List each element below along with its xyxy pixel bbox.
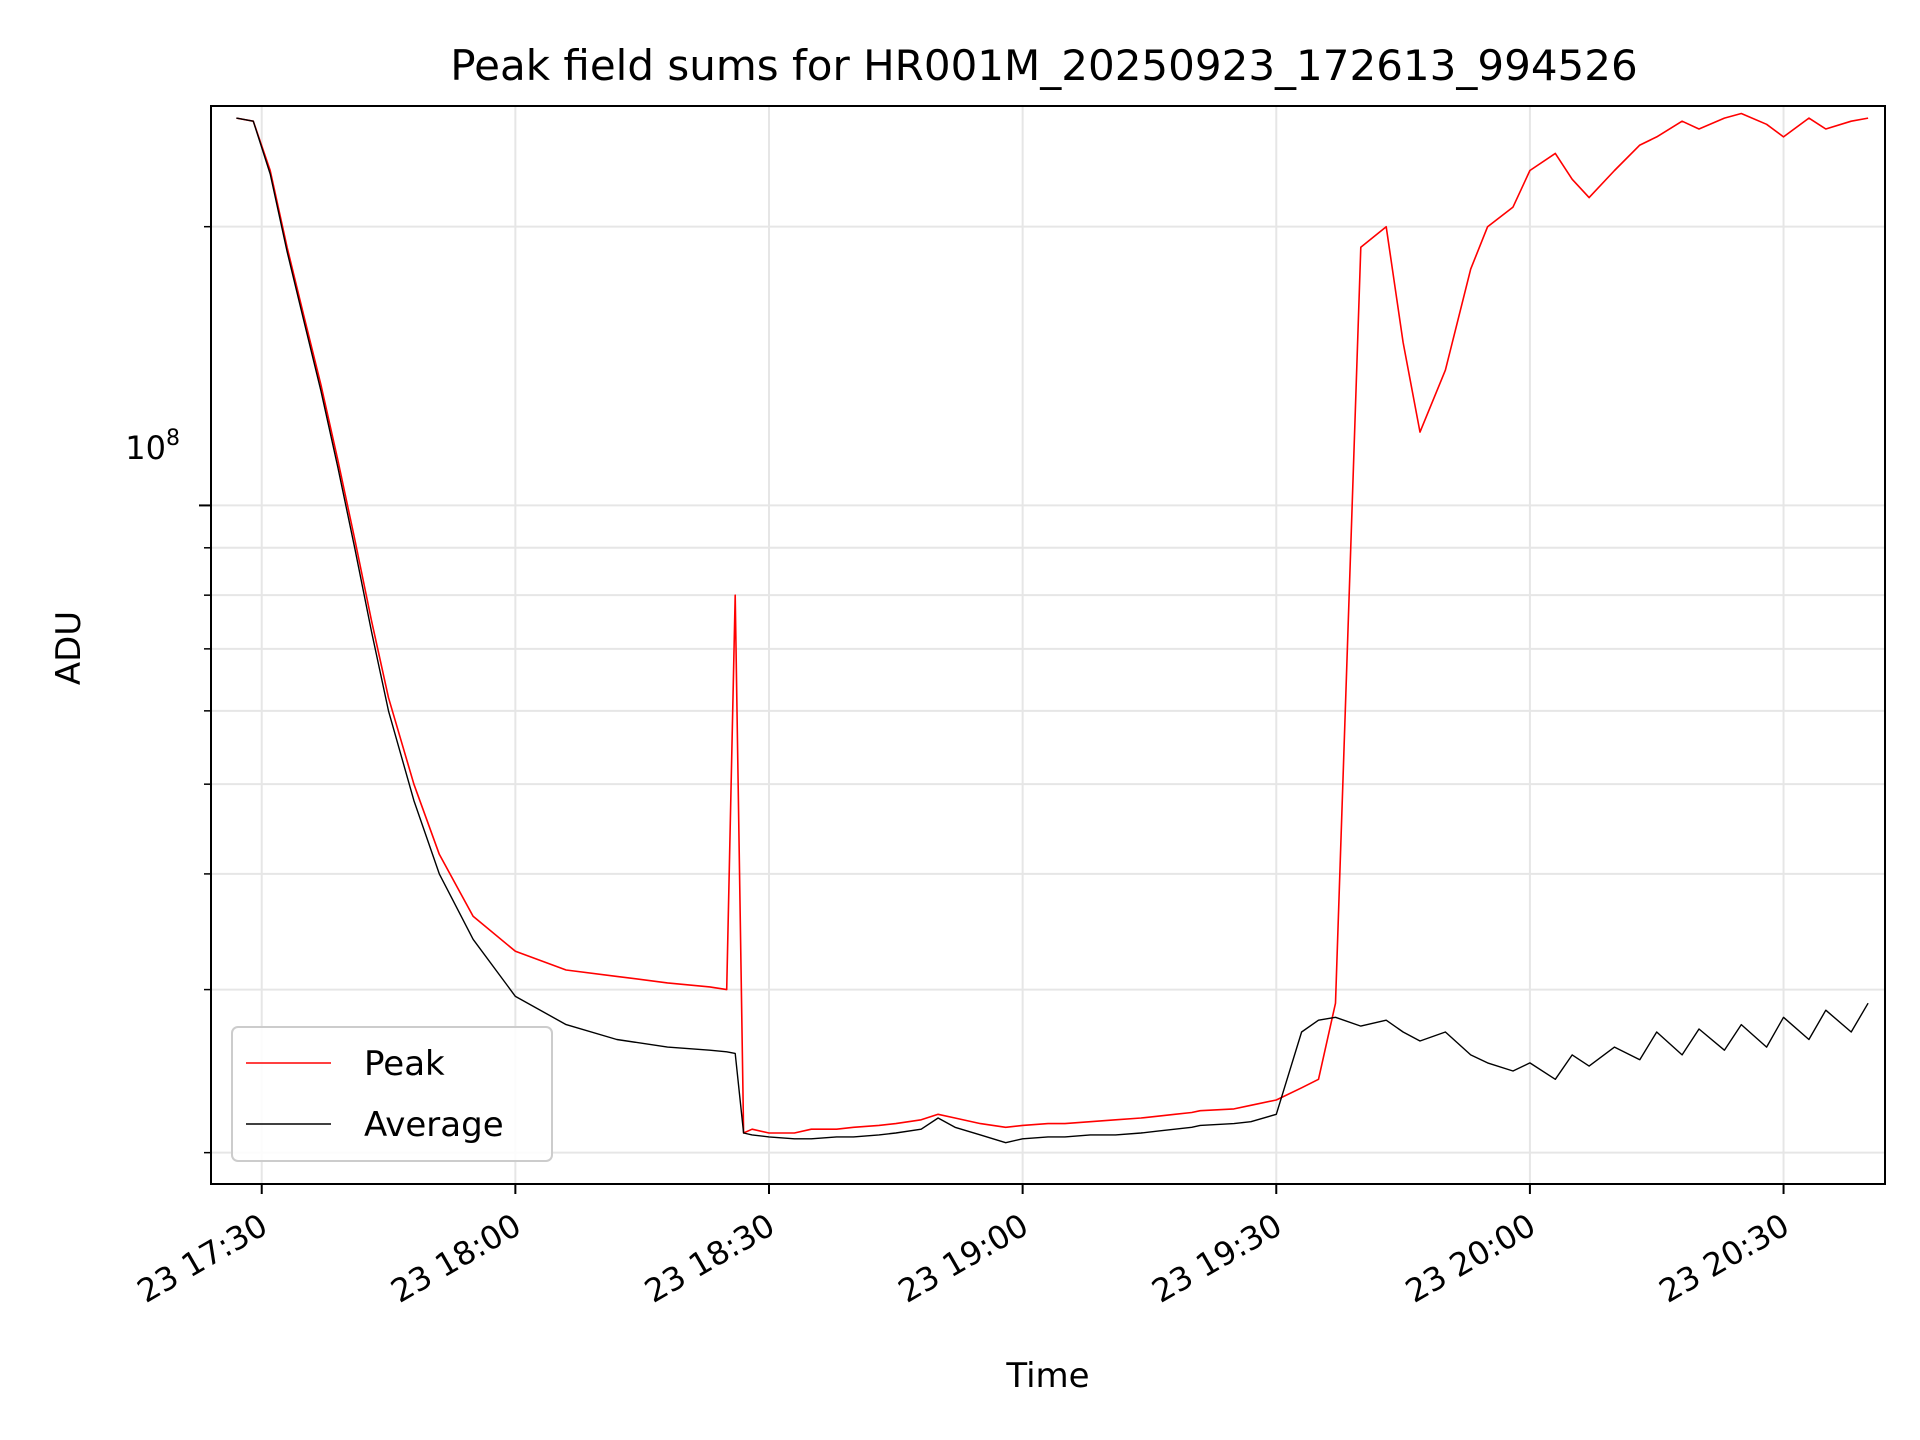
y-tick-base: 10	[125, 429, 166, 467]
x-axis-label: Time	[1005, 1356, 1089, 1396]
series-group	[236, 112, 1869, 1144]
y-tick-exponent: 8	[166, 426, 180, 451]
y-tick-label: 108	[125, 426, 180, 467]
y-axis-label: ADU	[49, 611, 89, 685]
series-line-average	[236, 117, 1869, 1144]
series-line-peak	[236, 112, 1869, 1134]
legend-label-peak: Peak	[364, 1044, 445, 1084]
plot-frame	[210, 105, 1886, 1185]
legend-label-average: Average	[364, 1105, 504, 1145]
y-axis: 108	[125, 225, 211, 1154]
legend-box	[231, 1026, 553, 1162]
grid	[211, 106, 1885, 1184]
legend: Peak Average	[231, 1026, 553, 1162]
chart-title: Peak field sums for HR001M_20250923_1726…	[450, 41, 1637, 90]
